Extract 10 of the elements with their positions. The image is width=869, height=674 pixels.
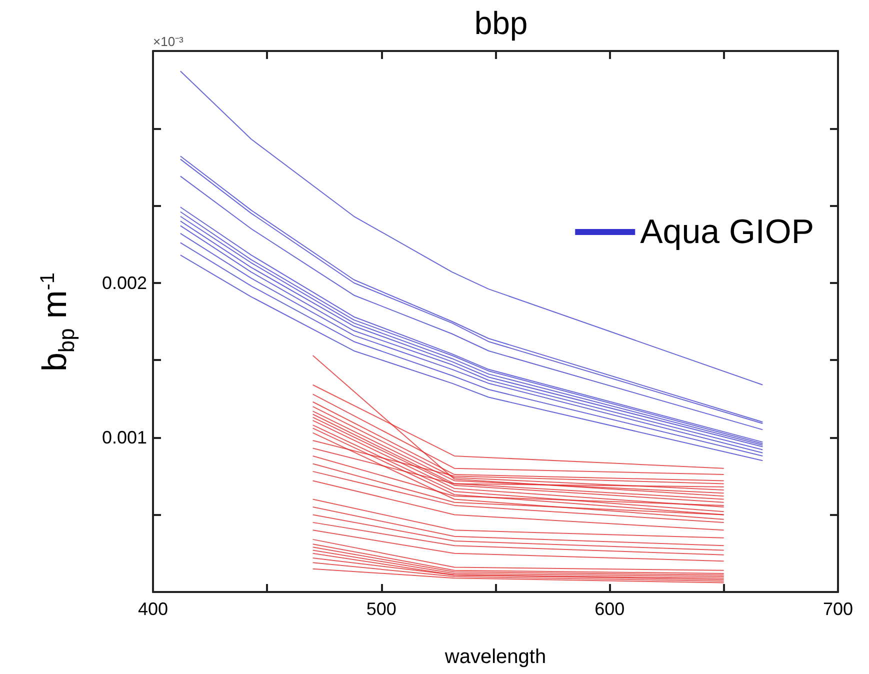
- y-tick-label: 0.001: [102, 427, 147, 448]
- x-axis-title: wavelength: [444, 646, 546, 668]
- x-tick-label: 500: [366, 599, 396, 619]
- chart-title: bbp: [474, 5, 528, 41]
- x-tick-label: 600: [594, 599, 625, 619]
- x-tick-label: 700: [822, 599, 854, 619]
- text: ×10⁻³: [153, 33, 184, 50]
- y-tick-label: 0.002: [102, 272, 147, 293]
- x-tick-label: 400: [138, 599, 168, 619]
- legend-label: Aqua GIOP: [640, 213, 814, 251]
